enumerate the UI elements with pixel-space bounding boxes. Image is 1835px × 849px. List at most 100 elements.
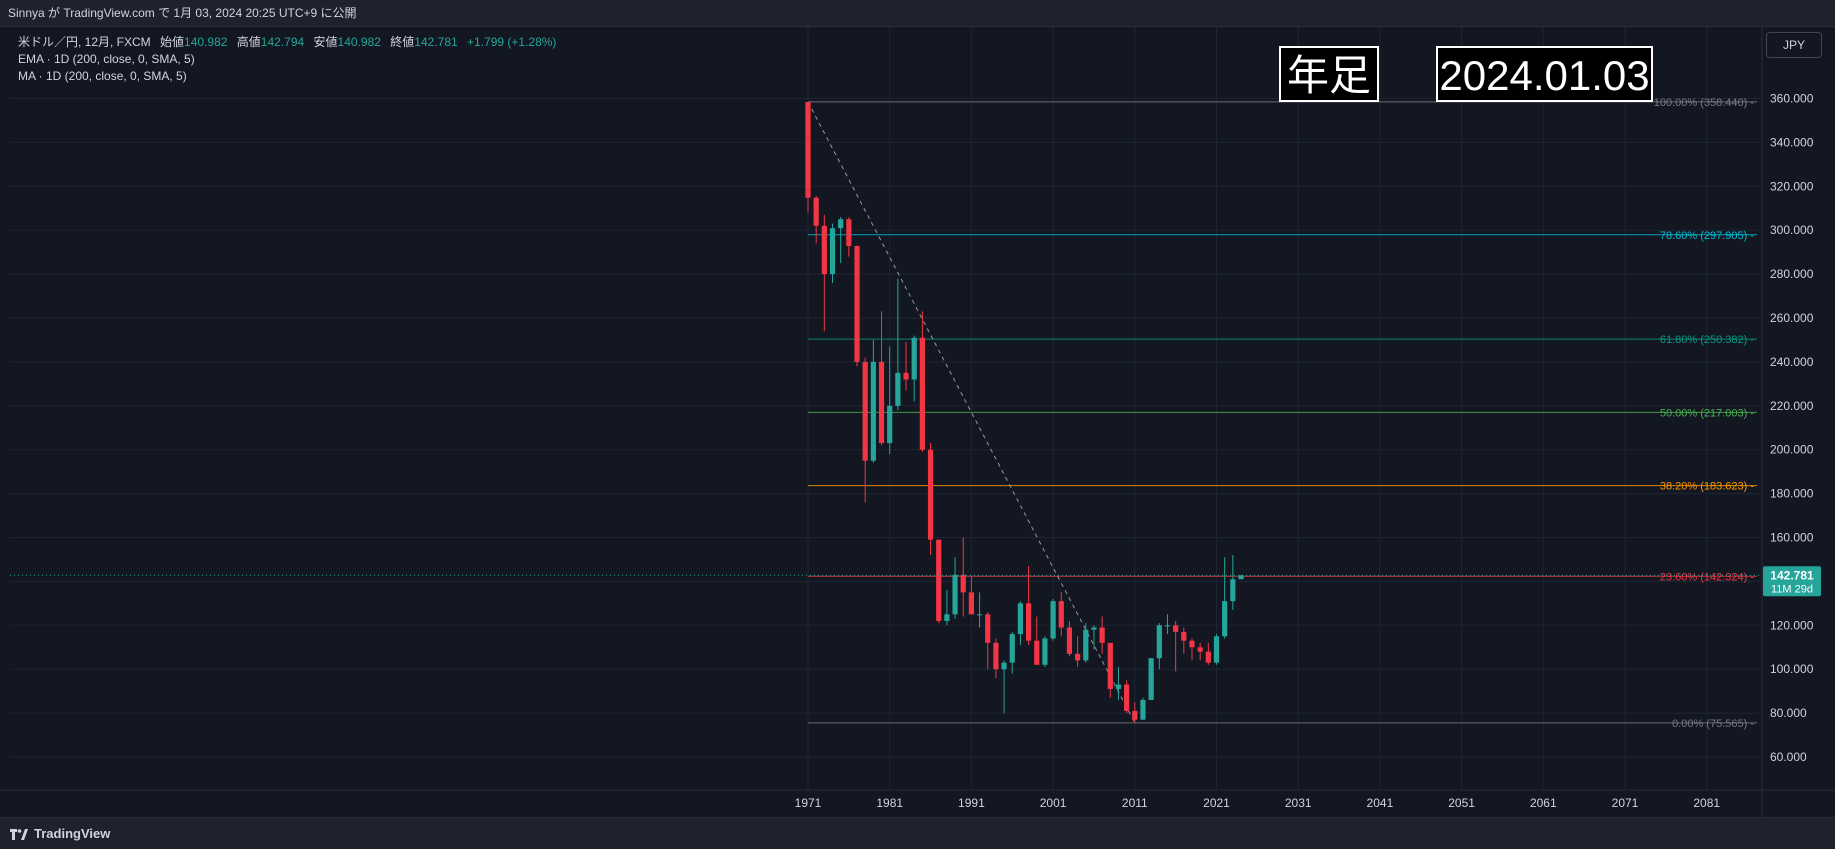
price-tick-label: 320.000 [1770,179,1814,193]
candle-body [821,225,827,275]
time-tick-label: 2021 [1203,796,1230,810]
time-tick-label: 2071 [1612,796,1639,810]
price-tick-label: 240.000 [1770,355,1814,369]
candle-body [1148,658,1154,700]
candle-body [1238,575,1244,580]
candle-body [1050,601,1056,639]
candle-body [993,642,999,670]
candle-body [805,102,811,198]
time-tick-label: 2081 [1693,796,1720,810]
candle-body [813,197,819,226]
candle-body [1107,642,1113,689]
price-tick-label: 80.000 [1770,706,1807,720]
fib-level-label: 78.60% (297.905) - [1660,230,1755,242]
time-tick-label: 1991 [958,796,985,810]
price-tick-label: 60.000 [1770,750,1807,764]
candles [805,102,1244,723]
candle-body [895,372,901,406]
price-tick-label: 340.000 [1770,135,1814,149]
candle-body [1042,638,1048,665]
publish-text: Sinnya が TradingView.com で 1月 03, 2024 2… [8,6,357,20]
price-chart[interactable]: 100.00% (358.440) - 78.60% (297.905) - 61.… [0,27,1835,817]
price-tick-label: 280.000 [1770,267,1814,281]
candle-body [878,361,885,444]
price-tick-label: 260.000 [1770,311,1814,325]
grid [0,27,1835,817]
trend-line[interactable] [807,101,1136,724]
date-annotation[interactable]: 2024.01.03 [1436,46,1653,102]
candle-body [870,361,876,461]
candle-body [1115,684,1122,689]
close-value: 142.781 [414,35,458,49]
candle-body [936,539,942,621]
last-price-value: 142.781 [1770,568,1814,582]
footer: TradingView [0,817,1835,849]
candle-body [903,372,909,380]
price-tick-label: 220.000 [1770,399,1814,413]
candle-body [1173,625,1179,632]
time-axis[interactable]: 1971 1981 1991 2001 2011 2021 2031 2041 2051 2061… [795,796,1721,810]
price-tick-label: 360.000 [1770,92,1814,106]
open-value: 140.982 [184,35,228,49]
price-tick-label: 180.000 [1770,487,1814,501]
candle-body [1230,579,1236,602]
ema-indicator-label[interactable]: EMA · 1D (200, close, 0, SMA, 5) [18,52,195,66]
price-tick-label: 160.000 [1770,531,1814,545]
candle-body [1213,636,1220,663]
candle-body [1132,710,1138,720]
candle-body [1222,601,1228,637]
price-axis[interactable]: 60.00080.000100.000120.000140.000160.000… [1770,92,1814,765]
publish-header: Sinnya が TradingView.com で 1月 03, 2024 2… [0,0,1835,27]
symbol-label[interactable]: 米ドル／円, 12月, FXCM [18,35,151,49]
candle-body [1197,647,1203,652]
timeframe-annotation[interactable]: 年足 [1279,46,1379,102]
price-tick-label: 120.000 [1770,618,1814,632]
candle-body [1189,640,1195,648]
candle-body [846,219,852,247]
price-tick-label: 200.000 [1770,443,1814,457]
fib-level-label: 0.00% (75.565) - [1672,718,1754,730]
candle-body [1091,627,1097,630]
candle-body [862,361,868,461]
candle-body [1017,603,1024,635]
fib-level-label: 23.60% (142.324) - [1660,571,1755,583]
tradingview-icon [10,828,28,840]
candle-body [1075,653,1081,661]
change-value: +1.799 (+1.28%) [467,35,557,49]
time-tick-label: 1971 [795,796,822,810]
candle-body [1140,699,1146,720]
candle-body [952,574,958,615]
time-tick-label: 2031 [1285,796,1312,810]
low-value: 140.982 [337,35,381,49]
candle-body [976,614,983,616]
fib-level-label: 61.80% (250.382) - [1660,334,1755,346]
high-value: 142.794 [260,35,305,49]
tradingview-logo[interactable]: TradingView [10,826,110,841]
close-label: 終値 [390,35,415,49]
candle-body [1156,625,1162,659]
time-tick-label: 2051 [1448,796,1475,810]
bar-countdown: 11M 29d [1771,583,1813,595]
candle-body [1099,627,1105,643]
low-label: 安値 [313,35,338,49]
ma-indicator-label[interactable]: MA · 1D (200, close, 0, SMA, 5) [18,69,187,83]
candle-body [968,592,974,615]
candle-body [960,574,966,593]
last-price-badge [1763,566,1821,597]
candle-body [854,246,860,362]
currency-button[interactable]: JPY [1766,32,1822,58]
candle-body [1034,640,1040,665]
candle-body [927,449,934,540]
time-tick-label: 2041 [1367,796,1394,810]
fibonacci-retracement[interactable]: 100.00% (358.440) - 78.60% (297.905) - 61.… [808,97,1757,730]
candle-body [1025,603,1032,641]
time-tick-label: 2011 [1122,796,1148,810]
candle-body [887,405,893,444]
candle-body [829,228,836,275]
candle-body [1181,631,1187,641]
fib-level-label: 38.20% (183.623) - [1660,481,1755,493]
price-tick-label: 300.000 [1770,223,1814,237]
dashed-trend-line [807,101,1136,724]
candle-body [838,219,844,229]
